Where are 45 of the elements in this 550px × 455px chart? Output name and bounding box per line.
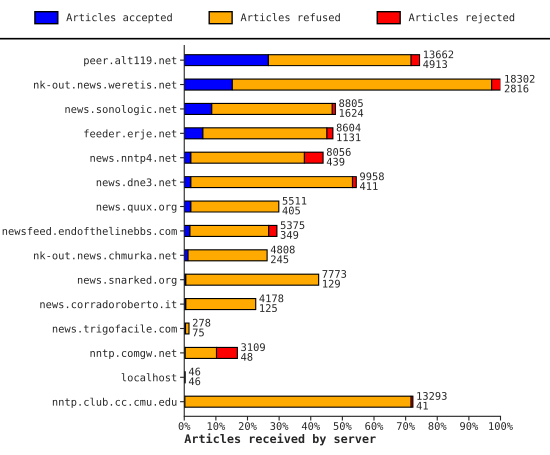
x-tick-label: 90% (460, 422, 478, 430)
y-tick-label: news.snarked.org (78, 276, 176, 286)
annotation: 13293 41 (416, 392, 447, 410)
x-tick-label: 60% (365, 422, 384, 430)
x-axis-title: Articles received by server (184, 433, 376, 446)
annotation: 8604 1131 (336, 124, 361, 142)
y-tick-label: news.sonologic.net (65, 104, 176, 116)
x-tick-label: 10% (208, 422, 226, 430)
legend-label: Articles accepted (66, 13, 172, 24)
annotation: 278 75 (192, 318, 210, 336)
y-tick-label: news.nntp4.net (90, 154, 176, 164)
legend-label: Articles refused (240, 13, 340, 22)
y-tick-label: news.trigofacile.com (52, 324, 177, 335)
annotation: 8056 439 (326, 148, 351, 166)
y-tick-label: newsfeed.endofthelinebbs.com (2, 226, 177, 236)
y-tick-label: news.dne3.net (96, 178, 176, 186)
y-tick-label: news.quux.org (96, 204, 176, 213)
y-tick-label: nntp.club.cc.cmu.edu (52, 398, 176, 408)
annotation: 7773 129 (322, 270, 346, 288)
x-tick-label: 0% (178, 422, 190, 430)
annotation: 5375 349 (280, 221, 304, 239)
y-tick-label: nntp.comgw.net (90, 350, 176, 360)
x-tick-label: 20% (238, 422, 257, 430)
y-tick-label: peer.alt119.net (84, 56, 176, 66)
y-tick-label: feeder.erje.net (84, 129, 176, 140)
annotation: 4808 245 (270, 246, 295, 264)
annotation: 18302 2816 (504, 74, 534, 92)
x-tick-label: 80% (428, 422, 446, 430)
annotation: 46 46 (188, 368, 200, 386)
y-tick-label: nk-out.news.chmurka.net (34, 251, 176, 260)
y-tick-label: news.corradoroberto.it (40, 300, 176, 308)
x-tick-label: 70% (396, 422, 415, 430)
annotation: 8805 1624 (339, 99, 364, 117)
x-tick-label: 40% (302, 422, 320, 430)
annotation: 13662 4913 (423, 50, 454, 68)
x-tick-label: 30% (270, 422, 288, 430)
annotation: 4178 125 (259, 294, 284, 312)
y-tick-label: localhost (122, 373, 176, 382)
x-tick-label: 50% (334, 422, 352, 430)
x-tick-label: 100% (489, 422, 513, 430)
annotation: 3109 48 (241, 343, 265, 361)
annotation: 9958 411 (360, 172, 384, 190)
y-tick-label: nk-out.news.weretis.net (34, 80, 176, 89)
annotation: 5511 405 (282, 196, 306, 214)
legend-label: Articles rejected (408, 13, 514, 24)
